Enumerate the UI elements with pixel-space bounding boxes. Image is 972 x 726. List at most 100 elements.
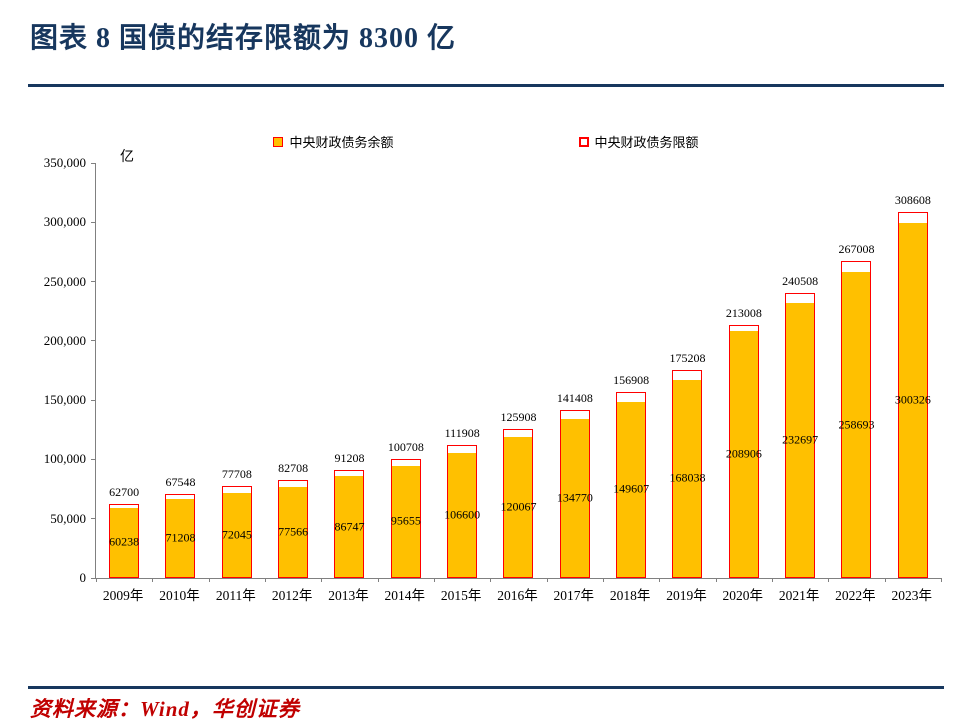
- balance-bar: [335, 476, 364, 577]
- limit-bar: [165, 493, 196, 578]
- balance-value-label: 134770: [556, 490, 593, 505]
- limit-value-label: 111908: [444, 426, 480, 441]
- balance-value-label: 149607: [613, 481, 650, 496]
- bar-group: 175208 168038: [659, 163, 715, 578]
- limit-value-label: 267008: [838, 242, 875, 257]
- balance-value-label: 77566: [278, 524, 309, 539]
- y-tick-mark: [91, 221, 96, 223]
- x-axis-label: 2011年: [215, 588, 256, 603]
- limit-bar: [221, 485, 252, 578]
- balance-value-label: 106600: [444, 507, 481, 522]
- x-axis-label: 2020年: [722, 588, 764, 603]
- limit-bar: [728, 325, 759, 578]
- balance-value-label: 168038: [669, 470, 706, 485]
- balance-value-label: 208906: [725, 446, 762, 461]
- limit-value-label: 62700: [109, 484, 140, 499]
- legend-label-balance: 中央财政债务余额: [289, 135, 394, 150]
- limit-value-label: 91208: [334, 450, 365, 465]
- balance-value-label: 71208: [165, 530, 196, 545]
- bar-group: 156908 149607: [603, 163, 659, 578]
- balance-bar: [560, 419, 589, 577]
- x-tick-mark: [828, 578, 830, 582]
- x-axis-label: 2014年: [384, 588, 426, 603]
- balance-bar: [448, 452, 477, 577]
- x-axis-label: 2021年: [778, 588, 820, 603]
- bar-group: 62700 60238: [96, 163, 152, 578]
- figure-title: 图表 8 国债的结存限额为 8300 亿: [30, 23, 457, 54]
- limit-bar: [109, 503, 140, 578]
- y-tick-label: 200,000: [43, 332, 86, 348]
- x-tick-mark: [265, 578, 266, 582]
- balance-value-label: 258693: [838, 417, 875, 432]
- x-tick-mark: [490, 578, 492, 582]
- x-axis-label: 2015年: [440, 588, 482, 603]
- limit-value-label: 82708: [278, 460, 309, 475]
- balance-value-label: 95655: [390, 513, 421, 528]
- limit-bar: [278, 479, 309, 578]
- y-tick-mark: [91, 577, 96, 579]
- x-axis-label: 2019年: [666, 588, 707, 603]
- chart-legend: 中央财政债务余额 中央财政债务限额: [0, 132, 972, 151]
- balance-value-label: 300326: [894, 392, 931, 407]
- y-tick-label: 250,000: [43, 273, 86, 289]
- balance-value-label: 232697: [782, 432, 819, 447]
- balance-bar: [617, 401, 646, 577]
- bar-group: 240508 232697: [772, 163, 828, 578]
- y-tick-label: 50,000: [50, 510, 86, 526]
- balance-bar: [504, 436, 533, 577]
- limit-bar: [785, 292, 816, 578]
- bar-group: 111908 106600: [434, 163, 490, 578]
- balance-value-label: 72045: [221, 527, 252, 542]
- balance-value-label: 60238: [109, 534, 140, 549]
- x-axis-label: 2023年: [891, 588, 933, 603]
- legend-label-limit: 中央财政债务限额: [594, 135, 699, 150]
- balance-bar: [279, 486, 308, 577]
- y-tick-mark: [91, 518, 96, 520]
- balance-bar: [786, 303, 815, 577]
- balance-bar: [391, 465, 420, 577]
- balance-bar: [222, 493, 251, 577]
- x-tick-mark: [321, 578, 323, 582]
- x-axis-label: 2010年: [159, 588, 200, 603]
- x-tick-mark: [884, 578, 886, 582]
- balance-bar: [166, 498, 195, 577]
- bar-group: 141408 134770: [547, 163, 603, 578]
- limit-value-label: 213008: [725, 306, 762, 321]
- balance-swatch-icon: [273, 136, 284, 147]
- x-axis: 2009年 2010年 2011年 2012年 2013年 2014年 2015年 2016年…: [95, 584, 940, 604]
- limit-value-label: 175208: [669, 351, 706, 366]
- y-tick-label: 150,000: [43, 392, 86, 408]
- limit-value-label: 67548: [165, 474, 196, 489]
- legend-item-limit: 中央财政债务限额: [578, 132, 699, 151]
- limit-value-label: 77708: [221, 466, 252, 481]
- x-tick-mark: [659, 578, 661, 582]
- balance-value-label: 86747: [334, 519, 365, 534]
- x-axis-label: 2018年: [609, 588, 651, 603]
- x-axis-label: 2009年: [102, 588, 144, 603]
- limit-bar: [334, 469, 365, 578]
- y-axis: 0 50,000 100,000 150,000 200,000 250,000 300,0…: [0, 155, 86, 585]
- limit-bar: [447, 445, 478, 578]
- y-tick-mark: [91, 458, 96, 460]
- x-tick-mark: [603, 578, 604, 582]
- bar-group: 100708 95655: [378, 163, 434, 578]
- y-tick-label: 0: [79, 570, 87, 585]
- x-tick-mark: [941, 578, 942, 582]
- balance-bar: [729, 331, 758, 577]
- balance-bar: [673, 379, 702, 577]
- x-axis-label: 2013年: [328, 588, 369, 603]
- x-tick-mark: [208, 578, 210, 582]
- limit-value-label: 141408: [556, 391, 593, 406]
- limit-value-label: 125908: [500, 409, 537, 424]
- y-tick-label: 350,000: [43, 155, 86, 170]
- limit-bar: [390, 458, 421, 578]
- y-tick-mark: [91, 162, 96, 164]
- bar-group: 67548 71208: [152, 163, 208, 578]
- limit-bar: [616, 391, 647, 578]
- limit-bar: [672, 370, 703, 578]
- plot-area: 62700 60238 67548 71208 77708 72045 82708 77566…: [91, 162, 942, 582]
- footer-divider: [28, 686, 944, 689]
- x-tick-mark: [377, 578, 379, 582]
- y-tick-mark: [91, 340, 96, 342]
